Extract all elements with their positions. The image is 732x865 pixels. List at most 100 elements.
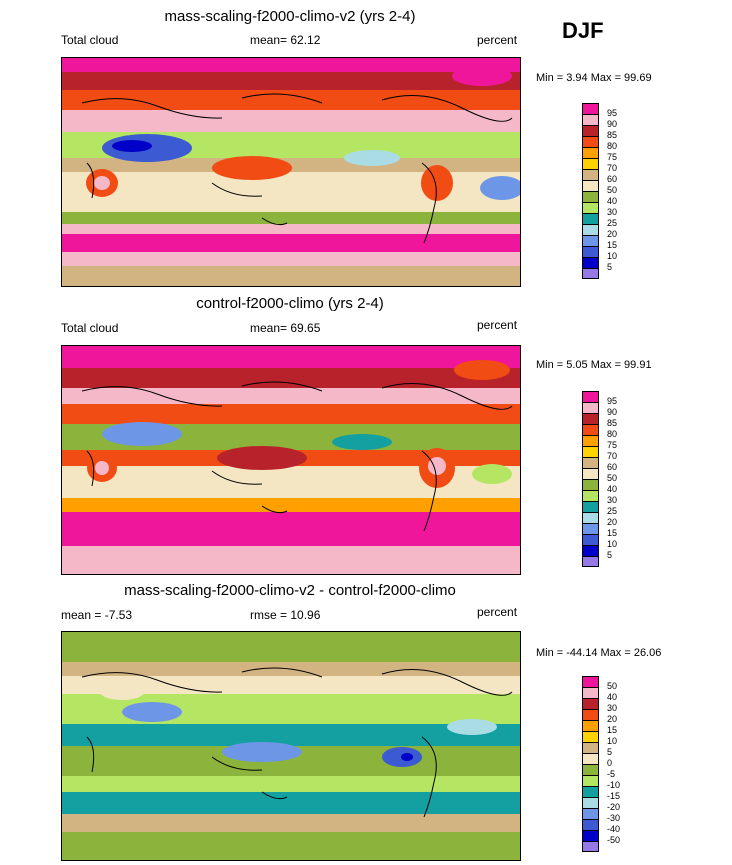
band-arctic xyxy=(62,58,520,72)
panel-2-colorbar-swatch xyxy=(582,490,599,501)
coastlines xyxy=(81,667,513,818)
band-southern-ocean xyxy=(62,234,520,252)
blob-europe xyxy=(100,684,144,700)
panel-3-colorbar-tick-label: -20 xyxy=(607,802,621,812)
panel-1-colorbar-tick-label: 85 xyxy=(607,130,618,140)
panel-3-right-label: percent xyxy=(477,605,518,619)
panel-2-colorbar-tick-label: 60 xyxy=(607,462,618,472)
panel-3-colorbar-swatch xyxy=(582,797,599,808)
band-n-cream xyxy=(62,676,520,694)
panel-2-colorbar-tick-label: 40 xyxy=(607,484,618,494)
panel-1-center-label: mean= 62.12 xyxy=(250,33,321,47)
panel-3-colorbar-swatch xyxy=(582,764,599,775)
band-s-green xyxy=(62,212,520,224)
blob-maritime xyxy=(212,156,292,180)
panel-2-right-label: percent xyxy=(477,318,518,332)
panel-3-colorbar-swatch xyxy=(582,819,599,830)
panel-1-left-label: Total cloud xyxy=(61,33,119,47)
panel-3-left-label: mean = -7.53 xyxy=(61,608,133,622)
panel-1-colorbar-swatch xyxy=(582,136,599,147)
panel-2-left-label: Total cloud xyxy=(61,321,119,335)
panel-3-colorbar-tick-label: 0 xyxy=(607,758,613,768)
panel-1-map-svg xyxy=(62,58,520,286)
panel-3-colorbar-tick-label: 30 xyxy=(607,703,618,713)
panel-3-map xyxy=(61,631,521,861)
panel-1-colorbar-tick-label: 5 xyxy=(607,262,613,272)
panel-1-minmax: Min = 3.94 Max = 99.69 xyxy=(536,72,652,84)
blob-atl xyxy=(447,719,497,735)
panel-3-colorbar-tick-label: -30 xyxy=(607,813,621,823)
blob-africa-core xyxy=(95,461,109,475)
panel-2-colorbar-swatch xyxy=(582,545,599,556)
panel-2-colorbar-tick-label: 20 xyxy=(607,517,618,527)
panel-3-colorbar-tick-label: -40 xyxy=(607,824,621,834)
panel-2-colorbar-swatch xyxy=(582,402,599,413)
band-s-pink xyxy=(62,224,520,234)
panel-1-colorbar-tick-label: 80 xyxy=(607,141,618,151)
panel-3-title: mass-scaling-f2000-climo-v2 - control-f2… xyxy=(124,582,456,599)
panel-1-colorbar-tick-label: 15 xyxy=(607,240,618,250)
band-tropics-teal xyxy=(62,724,520,746)
panel-3-colorbar-swatch xyxy=(582,808,599,819)
blob-samerica xyxy=(421,165,453,201)
blob-africa-core xyxy=(94,176,110,190)
panel-2-colorbar-tick-label: 70 xyxy=(607,451,618,461)
panel-3-colorbar-swatch xyxy=(582,786,599,797)
panel-2-colorbar-swatch xyxy=(582,501,599,512)
panel-3-colorbar-tick-label: 15 xyxy=(607,725,618,735)
blob-greenland xyxy=(452,66,512,86)
panel-2-map-svg xyxy=(62,346,520,574)
panel-1-colorbar-tick-label: 30 xyxy=(607,207,618,217)
panel-3-colorbar-swatch xyxy=(582,731,599,742)
panel-1-colorbar-tick-label: 25 xyxy=(607,218,618,228)
panel-3-colorbar-tick-label: -10 xyxy=(607,780,621,790)
panel-3-colorbar-swatch xyxy=(582,676,599,687)
panel-2-colorbar-tick-label: 15 xyxy=(607,528,618,538)
panel-1-colorbar-tick-label: 20 xyxy=(607,229,618,239)
panel-2-colorbar xyxy=(582,391,599,567)
panel-3-colorbar xyxy=(582,676,599,852)
blob-samerica-core xyxy=(428,457,446,475)
band-subarctic xyxy=(62,368,520,388)
panel-3-colorbar-tick-label: -50 xyxy=(607,835,621,845)
panel-2-colorbar-tick-label: 80 xyxy=(607,429,618,439)
panel-3-colorbar-swatch xyxy=(582,830,599,841)
panel-1-colorbar-swatch xyxy=(582,224,599,235)
band-s-tan xyxy=(62,814,520,832)
panel-1-colorbar-swatch xyxy=(582,268,599,279)
panel-2-colorbar-tick-label: 50 xyxy=(607,473,618,483)
panel-2-colorbar-tick-label: 25 xyxy=(607,506,618,516)
band-s-pink-2 xyxy=(62,252,520,266)
panel-2-colorbar-swatch xyxy=(582,391,599,402)
panel-3-colorbar-tick-label: -15 xyxy=(607,791,621,801)
panel-2-colorbar-swatch xyxy=(582,534,599,545)
panel-1-colorbar-swatch xyxy=(582,103,599,114)
panel-2-colorbar-swatch xyxy=(582,446,599,457)
panel-1-colorbar-tick-label: 10 xyxy=(607,251,618,261)
panel-2-colorbar-swatch xyxy=(582,523,599,534)
band-southern-ocean xyxy=(62,792,520,814)
blob-pacific xyxy=(222,742,302,762)
panel-1-title: mass-scaling-f2000-climo-v2 (yrs 2-4) xyxy=(164,8,416,25)
panel-1-map xyxy=(61,57,521,287)
panel-3-colorbar-swatch xyxy=(582,687,599,698)
panel-3-colorbar-swatch xyxy=(582,775,599,786)
panel-1-colorbar-tick-label: 40 xyxy=(607,196,618,206)
panel-3-colorbar-tick-label: 5 xyxy=(607,747,613,757)
blob-epac-core xyxy=(401,753,413,761)
panel-1-colorbar-tick-label: 75 xyxy=(607,152,618,162)
panel-1-colorbar-swatch xyxy=(582,125,599,136)
panel-3-colorbar-swatch xyxy=(582,709,599,720)
panel-3-colorbar-tick-label: 20 xyxy=(607,714,618,724)
panel-3-center-label: rmse = 10.96 xyxy=(250,608,321,622)
panel-1-colorbar xyxy=(582,103,599,279)
panel-1-colorbar-swatch xyxy=(582,246,599,257)
panel-1-colorbar-tick-label: 95 xyxy=(607,108,618,118)
panel-2-colorbar-tick-label: 90 xyxy=(607,407,618,417)
panel-1-colorbar-tick-label: 50 xyxy=(607,185,618,195)
panel-1-colorbar-swatch xyxy=(582,213,599,224)
panel-1-colorbar-swatch xyxy=(582,180,599,191)
panel-1-colorbar-swatch xyxy=(582,257,599,268)
band-southern-ocean xyxy=(62,512,520,546)
band-n-pink xyxy=(62,110,520,132)
